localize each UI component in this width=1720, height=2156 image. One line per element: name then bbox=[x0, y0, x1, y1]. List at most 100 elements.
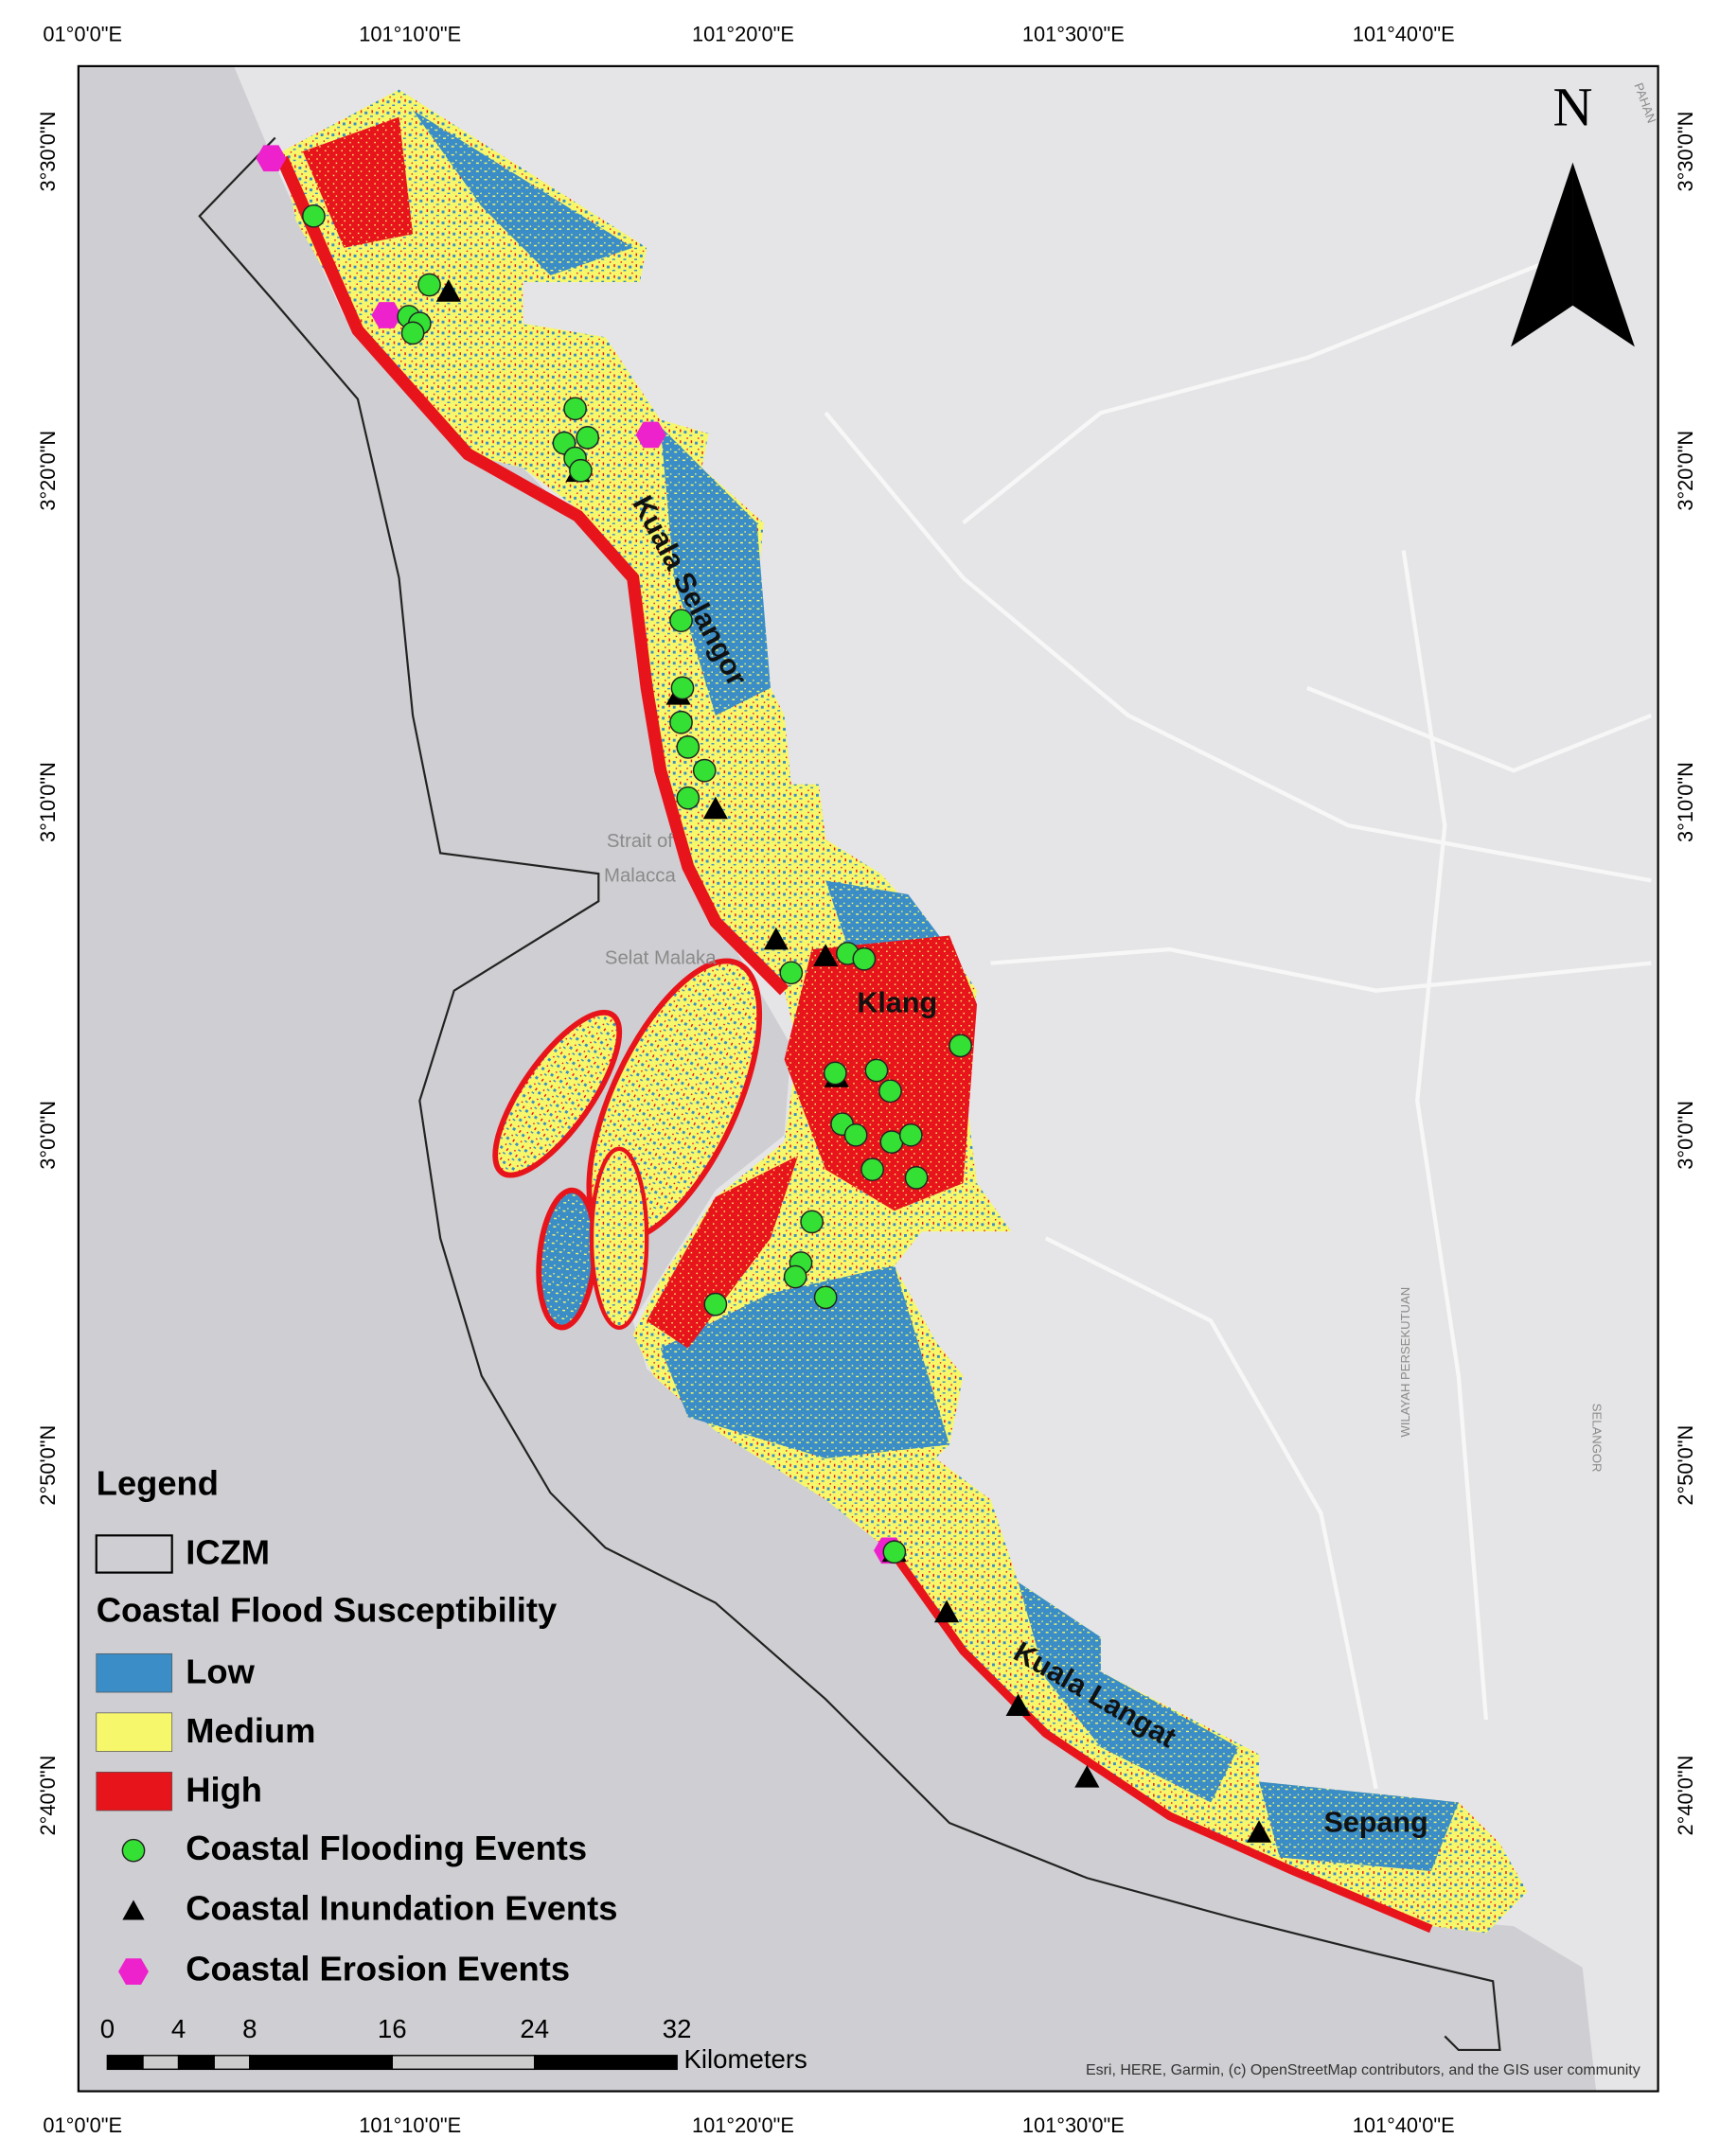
flooding-event bbox=[121, 1838, 146, 1863]
legend-label: Coastal Erosion Events bbox=[186, 1950, 570, 1988]
scale-segment bbox=[391, 2055, 536, 2071]
erosion-event bbox=[371, 302, 402, 328]
scale-tick-label: 32 bbox=[663, 2014, 692, 2043]
inundation-event bbox=[702, 796, 728, 820]
lat-label: 2°50'0"N bbox=[1674, 1425, 1697, 1506]
flooding-event bbox=[400, 321, 425, 345]
inundation-event bbox=[1246, 1820, 1272, 1843]
flooding-event bbox=[898, 1122, 923, 1147]
event-markers bbox=[256, 145, 1272, 1843]
legend: Legend ICZM Coastal Flood Susceptibility… bbox=[95, 1464, 617, 1988]
legend-label: High bbox=[186, 1771, 262, 1810]
lat-label: 2°40'0"N bbox=[1674, 1756, 1697, 1836]
flooding-event bbox=[417, 273, 441, 297]
flooding-event bbox=[703, 1292, 728, 1317]
inundation-event bbox=[1074, 1765, 1100, 1788]
lon-label: 01°0'0"E bbox=[43, 23, 122, 46]
scale-segment bbox=[533, 2055, 678, 2071]
map-body: N Kuala Selangor Klang Kuala Langat Sepa… bbox=[78, 65, 1658, 2092]
place-label: Klang bbox=[857, 986, 937, 1018]
flooding-event bbox=[676, 735, 700, 759]
flooding-event bbox=[676, 786, 700, 810]
flooding-event bbox=[563, 397, 587, 421]
flooding-event bbox=[569, 458, 593, 483]
lon-label: 01°0'0"E bbox=[43, 2113, 122, 2137]
flooding-event bbox=[669, 710, 693, 734]
graticule-labels: 01°0'0"E 01°0'0"E 101°10'0"E 101°10'0"E 101°… bbox=[36, 23, 1697, 2137]
lat-label: 3°20'0"N bbox=[1674, 431, 1697, 511]
legend-swatch bbox=[96, 1712, 173, 1752]
erosion-event bbox=[635, 421, 666, 449]
lon-label: 101°30'0"E bbox=[1022, 2113, 1125, 2137]
lon-label: 101°10'0"E bbox=[359, 2113, 461, 2137]
flooding-event bbox=[302, 203, 326, 228]
scale-tick-label: 16 bbox=[378, 2014, 407, 2043]
sea-label: Malacca bbox=[604, 865, 676, 886]
scale-tick-label: 4 bbox=[171, 2014, 186, 2043]
lon-label: 101°30'0"E bbox=[1022, 23, 1125, 46]
sea-label: Selat Malaka bbox=[605, 948, 717, 969]
inundation-event bbox=[763, 927, 789, 950]
high-coast-south bbox=[891, 1552, 1433, 1934]
frame bbox=[77, 64, 1659, 2093]
scale-tick-label: 24 bbox=[520, 2014, 549, 2043]
flooding-event bbox=[823, 1061, 847, 1086]
flooding-event bbox=[864, 1058, 889, 1083]
flooding-event bbox=[904, 1166, 929, 1190]
erosion-event bbox=[256, 145, 287, 172]
scale-segment bbox=[142, 2055, 180, 2071]
flooding-event bbox=[692, 758, 717, 783]
legend-swatch bbox=[96, 1771, 173, 1811]
lat-label: 2°50'0"N bbox=[36, 1425, 60, 1506]
flooding-event bbox=[779, 961, 804, 985]
north-letter: N bbox=[1552, 77, 1592, 138]
lat-label: 3°0'0"N bbox=[36, 1101, 60, 1170]
inundation-event bbox=[122, 1900, 145, 1920]
flooding-event bbox=[800, 1210, 824, 1234]
lon-label: 101°40'0"E bbox=[1353, 23, 1455, 46]
flooding-event bbox=[852, 946, 877, 971]
islands bbox=[492, 958, 763, 1331]
high-coast-north bbox=[276, 155, 789, 996]
flooding-event bbox=[843, 1122, 868, 1147]
legend-label: Low bbox=[186, 1652, 255, 1691]
sea-label: Strait of bbox=[607, 831, 673, 852]
legend-iczm-swatch bbox=[95, 1534, 173, 1574]
inundation-event bbox=[813, 944, 839, 966]
scale-segment bbox=[177, 2055, 215, 2071]
scale-segment bbox=[106, 2055, 144, 2071]
iczm-boundary bbox=[198, 136, 1501, 2052]
scale-tick-label: 0 bbox=[100, 2014, 115, 2043]
inundation-event bbox=[435, 279, 461, 302]
lat-label: 3°20'0"N bbox=[36, 431, 60, 511]
attribution: Esri, HERE, Garmin, (c) OpenStreetMap co… bbox=[1086, 2062, 1640, 2078]
erosion-event bbox=[118, 1958, 149, 1985]
inundation-event bbox=[1005, 1693, 1031, 1717]
scale-segment bbox=[213, 2055, 251, 2071]
flooding-event bbox=[783, 1264, 807, 1289]
flooding-event bbox=[669, 609, 693, 633]
lon-label: 101°10'0"E bbox=[359, 23, 461, 46]
legend-label: Coastal Flooding Events bbox=[186, 1829, 587, 1867]
flooding-event bbox=[949, 1034, 972, 1058]
lon-label: 101°20'0"E bbox=[692, 23, 794, 46]
inundation-event bbox=[933, 1599, 960, 1623]
region-label: WILAYAH PERSEKUTUAN bbox=[1398, 1287, 1412, 1438]
place-label: Sepang bbox=[1323, 1807, 1427, 1839]
lat-label: 3°30'0"N bbox=[36, 112, 60, 192]
legend-subtitle: Coastal Flood Susceptibility bbox=[97, 1590, 558, 1629]
legend-label: ICZM bbox=[186, 1532, 270, 1571]
lon-label: 101°20'0"E bbox=[692, 2113, 794, 2137]
lon-label: 101°40'0"E bbox=[1353, 2113, 1455, 2137]
roads bbox=[824, 245, 1653, 1790]
region-label: SELANGOR bbox=[1590, 1404, 1605, 1473]
scale-unit: Kilometers bbox=[683, 2044, 807, 2074]
flooding-event bbox=[576, 425, 600, 450]
legend-swatch bbox=[96, 1652, 173, 1693]
lat-label: 2°40'0"N bbox=[36, 1756, 60, 1836]
lat-label: 3°10'0"N bbox=[36, 762, 60, 842]
flooding-event bbox=[670, 676, 695, 700]
legend-title: Legend bbox=[97, 1464, 219, 1503]
